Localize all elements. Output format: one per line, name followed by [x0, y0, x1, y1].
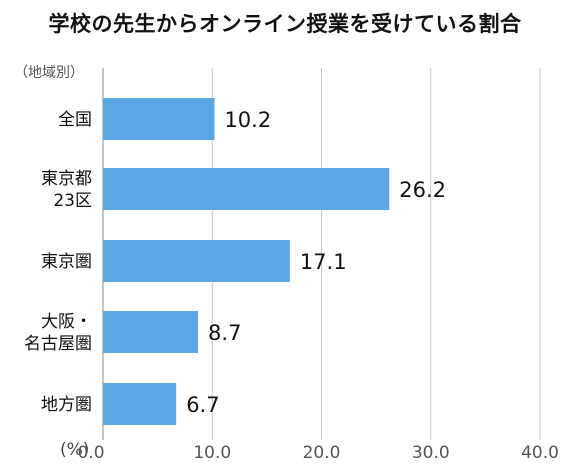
category-label: 東京都	[41, 169, 92, 189]
bar-value-label: 8.7	[208, 321, 241, 345]
category-label: 全国	[58, 110, 92, 130]
bar	[103, 383, 177, 425]
chart-title: 学校の先生からオンライン授業を受けている割合	[48, 12, 522, 36]
category-label: 23区	[53, 191, 92, 211]
category-label: 名古屋圏	[24, 334, 92, 354]
x-tick-label: 20.0	[303, 443, 341, 463]
bar	[103, 168, 390, 210]
category-label: 東京圏	[41, 252, 92, 272]
bar	[103, 98, 215, 140]
x-tick-label: 0.0	[77, 443, 104, 463]
bar-value-label: 26.2	[399, 178, 446, 202]
category-label: 地方圏	[41, 395, 92, 415]
bar-value-label: 17.1	[300, 250, 347, 274]
unit-label: (%)	[60, 440, 90, 460]
x-tick-label: 40.0	[521, 443, 559, 463]
bar	[103, 311, 199, 353]
chart-subtitle: （地域別）	[14, 65, 84, 81]
x-tick-label: 30.0	[412, 443, 450, 463]
bar	[103, 240, 290, 282]
category-label: 大阪・	[41, 312, 92, 332]
bar-value-label: 6.7	[186, 393, 219, 417]
x-tick-label: 10.0	[193, 443, 231, 463]
bar-value-label: 10.2	[224, 108, 271, 132]
